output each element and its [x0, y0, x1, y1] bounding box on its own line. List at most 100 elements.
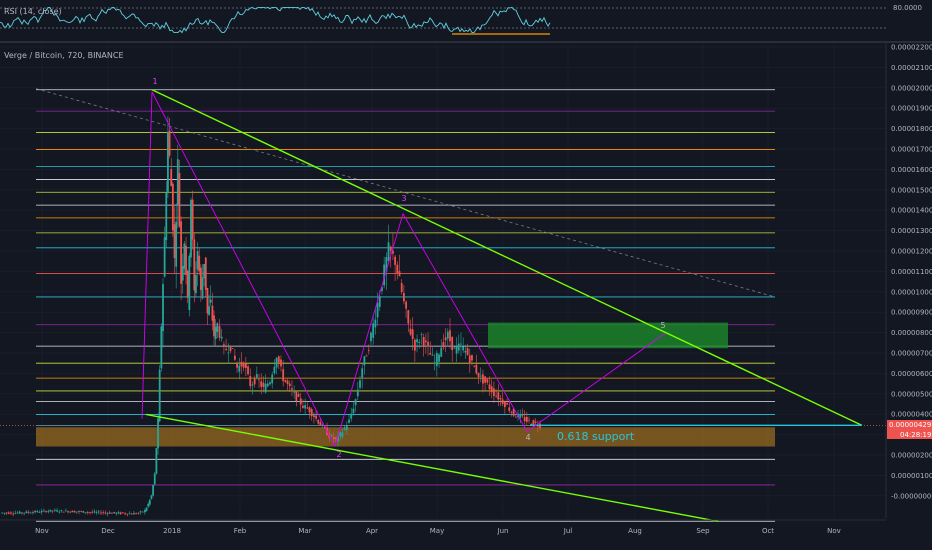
candle-body	[208, 306, 210, 315]
candle-body	[175, 221, 178, 267]
candle-body	[260, 381, 263, 387]
candle-body	[339, 432, 342, 437]
candle-body	[153, 473, 156, 485]
y-tick-label: 0.00001200	[891, 248, 932, 256]
candle-body	[310, 409, 313, 417]
candle-body	[497, 392, 500, 400]
candle-body	[14, 512, 17, 514]
candle-body	[133, 512, 135, 515]
price-axis[interactable]: 0.00002200 0.00002100 0.00002000 0.00001900…	[885, 42, 932, 518]
candle-body	[16, 512, 19, 514]
candle-body	[321, 424, 324, 426]
dashed-trendline	[35, 88, 776, 298]
rsi-level-label: 80.0000	[893, 4, 922, 12]
candle-body	[119, 512, 122, 514]
candle-body	[25, 511, 28, 513]
candle-body	[150, 495, 153, 499]
candle-body	[27, 512, 30, 513]
candle-body	[75, 511, 78, 513]
candle-body	[100, 512, 102, 514]
candle-body	[403, 292, 405, 302]
candle-body	[383, 264, 386, 286]
candle-body	[284, 380, 287, 382]
candle-body	[214, 326, 217, 340]
candle-body	[108, 512, 111, 514]
candle-body	[433, 362, 436, 364]
y-tick-label: 0.00000400	[891, 411, 932, 419]
candle-body	[521, 415, 524, 417]
wave-segment	[141, 91, 153, 419]
candle-body	[348, 419, 350, 423]
candle-body	[253, 378, 256, 385]
candle-body	[240, 361, 243, 367]
candle-body	[38, 512, 41, 514]
candle-body	[530, 423, 533, 425]
candle-body	[190, 199, 192, 258]
candle-body	[488, 384, 491, 390]
candle-body	[104, 512, 107, 514]
candle-body	[363, 356, 366, 366]
candle-body	[345, 425, 348, 430]
candle-body	[32, 512, 34, 514]
candle-body	[317, 419, 320, 424]
candle-body	[302, 405, 304, 408]
candle-body	[484, 376, 487, 383]
candle-body	[196, 251, 199, 270]
candle-body	[416, 339, 418, 343]
candle-body	[495, 395, 497, 397]
candle-body	[89, 512, 91, 513]
y-tick-label: 0.00000800	[891, 329, 932, 337]
candle-body	[117, 512, 120, 514]
candle-body	[220, 336, 223, 339]
candle-body	[407, 310, 410, 324]
candle-body	[471, 355, 473, 361]
candle-body	[163, 237, 166, 277]
candle-body	[293, 391, 296, 393]
time-axis[interactable]: Nov Dec 2018 Feb Mar Apr May Jun Jul Aug Sep Oct Nov	[0, 519, 886, 535]
y-tick-label: 0.00001000	[891, 288, 932, 296]
candle-body	[512, 408, 515, 416]
candle-body	[45, 511, 47, 513]
candle-body	[128, 513, 131, 515]
candle-body	[365, 355, 368, 357]
wave-label: 4	[525, 433, 530, 442]
candle-body	[111, 512, 113, 514]
candle-body	[275, 357, 278, 368]
candle-body	[536, 425, 539, 427]
candle-body	[62, 511, 65, 513]
candle-body	[514, 416, 517, 418]
candle-body	[236, 362, 238, 368]
candle-body	[400, 283, 403, 293]
candle-body	[271, 374, 274, 384]
candle-body	[429, 352, 432, 355]
candle-body	[525, 416, 528, 422]
rsi-panel: RSI (14, close) 80.0000	[0, 0, 922, 40]
candle-body	[378, 296, 381, 307]
candle-body	[464, 350, 467, 353]
candle-body	[446, 331, 449, 339]
candle-body	[486, 379, 489, 383]
candle-body	[354, 399, 357, 406]
support-annotation: 0.618 support	[557, 430, 635, 443]
candle-body	[258, 379, 260, 381]
candle-body	[95, 512, 98, 513]
candle-body	[206, 288, 209, 314]
candle-body	[29, 512, 32, 514]
candle-body	[73, 511, 76, 513]
candle-body	[3, 512, 6, 514]
target-zone	[488, 322, 728, 349]
y-tick-label: 0.00000200	[891, 452, 932, 460]
candle-body	[334, 437, 337, 440]
candle-body	[297, 394, 300, 397]
candle-body	[427, 341, 429, 347]
x-tick-label: Aug	[628, 527, 642, 535]
candle-body	[295, 391, 298, 401]
candle-body	[387, 242, 390, 261]
candle-body	[157, 418, 159, 449]
y-tick-label: 0.00001800	[891, 125, 932, 133]
candle-body	[86, 512, 89, 513]
candle-body	[466, 347, 469, 355]
candle-body	[313, 415, 315, 418]
candle-body	[139, 511, 142, 513]
